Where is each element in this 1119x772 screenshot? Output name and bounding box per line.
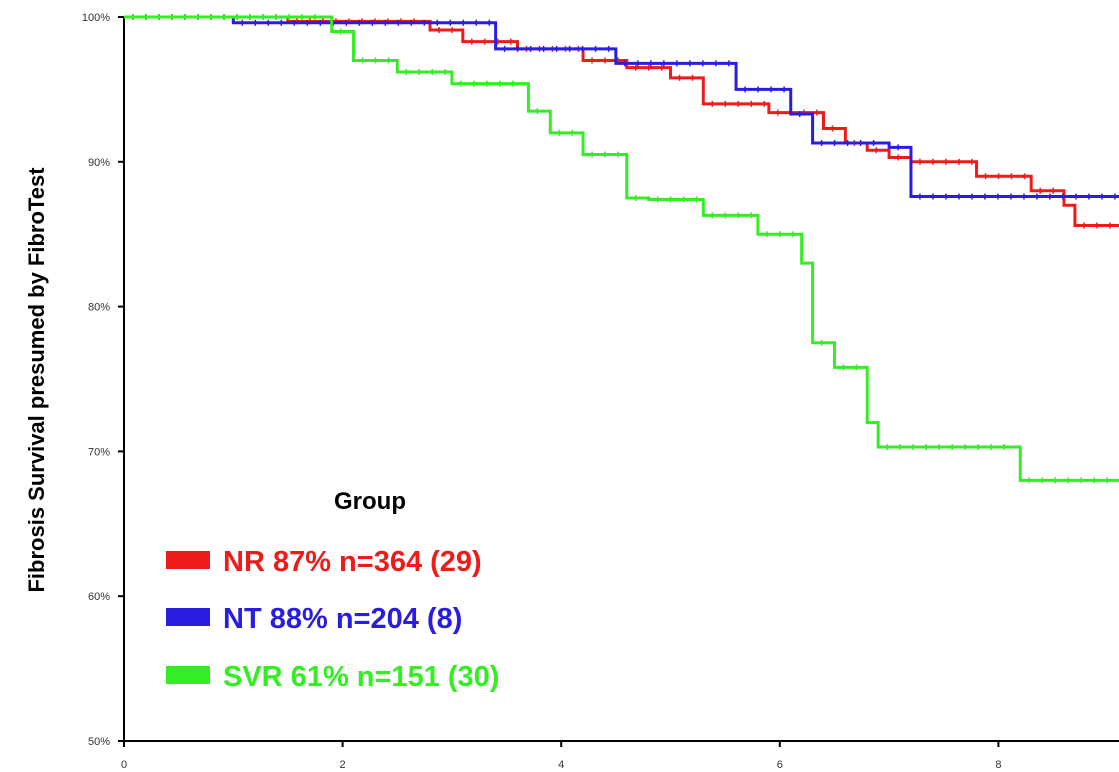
y-tick-label: 100%	[82, 12, 110, 24]
series-line-2	[124, 15, 1119, 199]
legend-label: NR 87% n=364 (29)	[223, 546, 482, 578]
y-tick-label: 90%	[88, 157, 110, 169]
legend: Group NR 87% n=364 (29) NT 88% n=204 (8) S…	[166, 488, 499, 693]
x-ticks: 024681	[121, 741, 1001, 771]
censor-marks-3	[132, 14, 1109, 484]
legend-swatch	[166, 666, 210, 684]
legend-title: Group	[334, 488, 406, 515]
y-tick-label: 70%	[88, 446, 110, 458]
series-line-1	[124, 15, 1119, 228]
x-tick-label: 0	[121, 759, 127, 771]
y-tick-label: 80%	[88, 302, 110, 314]
legend-swatch	[166, 608, 210, 626]
x-tick-label: 8	[995, 759, 1001, 771]
legend-label: NT 88% n=204 (8)	[223, 603, 462, 635]
x-tick-label: 4	[558, 759, 564, 771]
y-tick-label: 50%	[88, 736, 110, 748]
y-tick-label: 60%	[88, 591, 110, 603]
y-ticks: 50% 60% 70% 80% 90% 100%	[82, 12, 124, 748]
series-line-3	[124, 15, 1119, 482]
x-tick-label: 6	[777, 759, 783, 771]
y-axis-title: Fibrosis Survival presumed by FibroTest	[24, 167, 49, 593]
x-tick-label: 2	[340, 759, 346, 771]
series-layer	[124, 14, 1119, 484]
plot-area: 50%60%70%80%90%100% 024681	[82, 12, 1119, 771]
legend-label: SVR 61% n=151 (30)	[223, 661, 499, 693]
legend-items: NR 87% n=364 (29) NT 88% n=204 (8) SVR 61%…	[166, 546, 499, 693]
legend-swatch	[166, 551, 210, 569]
